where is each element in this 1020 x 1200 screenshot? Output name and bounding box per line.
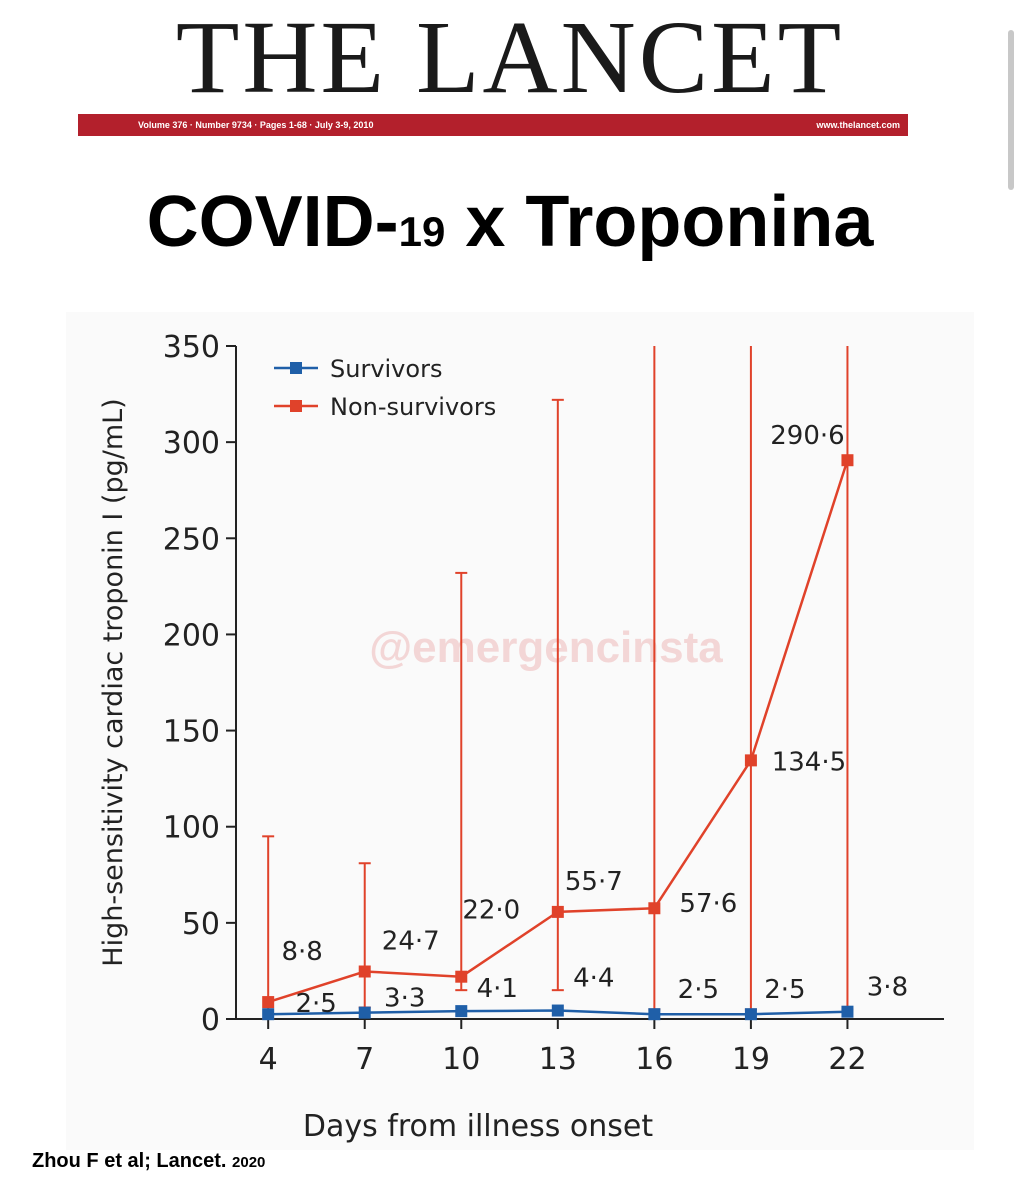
y-tick-label: 300: [163, 426, 220, 461]
non-survivors-point: [262, 996, 275, 1009]
y-tick-label: 100: [163, 811, 220, 846]
y-tick-label: 200: [163, 618, 220, 653]
non-survivors-point: [841, 454, 854, 467]
x-tick-label: 4: [259, 1042, 278, 1077]
non-survivors-point: [358, 965, 371, 978]
non-survivors-point: [744, 754, 757, 767]
x-tick-label: 7: [355, 1042, 374, 1077]
journal-issue-band: Volume 376 · Number 9734 · Pages 1-68 · …: [78, 114, 908, 136]
x-tick-label: 16: [635, 1042, 673, 1077]
chart-panel: @emergencinsta 0 50 100 150 200 250 300 350 4 7 10 1…: [66, 312, 974, 1150]
non-survivors-point: [648, 902, 661, 915]
non-survivors-data-label: 57·6: [679, 889, 737, 919]
issue-line: Volume 376 · Number 9734 · Pages 1-68 · …: [138, 120, 374, 130]
legend-marker: [290, 400, 302, 412]
headline-part-2: 19: [398, 208, 446, 255]
survivors-point: [841, 1005, 854, 1018]
non-survivors-data-label: 24·7: [382, 927, 440, 957]
survivors-point: [455, 1005, 468, 1018]
non-survivors-data-label: 55·7: [565, 867, 623, 897]
survivors-data-label: 2·5: [296, 989, 337, 1019]
citation-text: Zhou F et al; Lancet.: [32, 1150, 227, 1172]
y-tick-label: 350: [163, 330, 220, 365]
survivors-point: [648, 1008, 661, 1021]
y-axis-label: High-sensitivity cardiac troponin I (pg/…: [98, 398, 129, 966]
citation-year: 2020: [232, 1154, 266, 1171]
headline: COVID-19 x Troponina: [0, 186, 1020, 258]
non-survivors-data-label: 22·0: [462, 896, 520, 926]
x-tick-label: 22: [828, 1042, 866, 1077]
survivors-data-label: 4·1: [477, 974, 518, 1004]
non-survivors-point: [455, 970, 468, 983]
scrollbar[interactable]: [1008, 30, 1014, 190]
x-tick-label: 19: [732, 1042, 770, 1077]
survivors-point: [551, 1004, 564, 1017]
journal-website: www.thelancet.com: [816, 120, 900, 130]
watermark: @emergencinsta: [369, 623, 723, 672]
x-tick-label: 10: [442, 1042, 480, 1077]
legend-label: Non-survivors: [330, 393, 496, 421]
survivors-data-label: 3·8: [867, 973, 908, 1003]
survivors-data-label: 2·5: [678, 975, 719, 1005]
y-tick-label: 0: [201, 1003, 220, 1038]
survivors-data-label: 4·4: [573, 964, 614, 994]
legend-marker: [290, 362, 302, 374]
journal-masthead: THE LANCET: [175, 0, 845, 115]
y-tick-label: 250: [163, 522, 220, 557]
y-tick-label: 150: [163, 715, 220, 750]
troponin-chart: @emergencinsta 0 50 100 150 200 250 300 350 4 7 10 1…: [98, 330, 944, 1144]
survivors-point: [262, 1008, 275, 1021]
citation: Zhou F et al; Lancet. 2020: [32, 1150, 265, 1173]
headline-part-3: x Troponina: [445, 182, 874, 262]
survivors-point: [744, 1008, 757, 1021]
survivors-data-label: 2·5: [764, 975, 805, 1005]
y-tick-label: 50: [182, 907, 220, 942]
headline-part-1: COVID-: [146, 182, 399, 262]
non-survivors-point: [551, 905, 564, 918]
non-survivors-data-label: 290·6: [770, 421, 844, 451]
survivors-point: [358, 1006, 371, 1019]
survivors-data-label: 3·3: [384, 984, 425, 1014]
non-survivors-data-label: 8·8: [282, 937, 323, 967]
legend-label: Survivors: [330, 355, 442, 383]
x-tick-label: 13: [539, 1042, 577, 1077]
non-survivors-data-label: 134·5: [772, 747, 846, 777]
x-axis-label: Days from illness onset: [303, 1109, 653, 1144]
